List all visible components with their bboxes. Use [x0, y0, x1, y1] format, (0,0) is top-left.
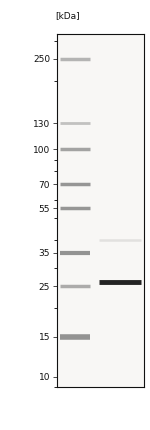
Text: [kDa]: [kDa] — [55, 11, 80, 20]
